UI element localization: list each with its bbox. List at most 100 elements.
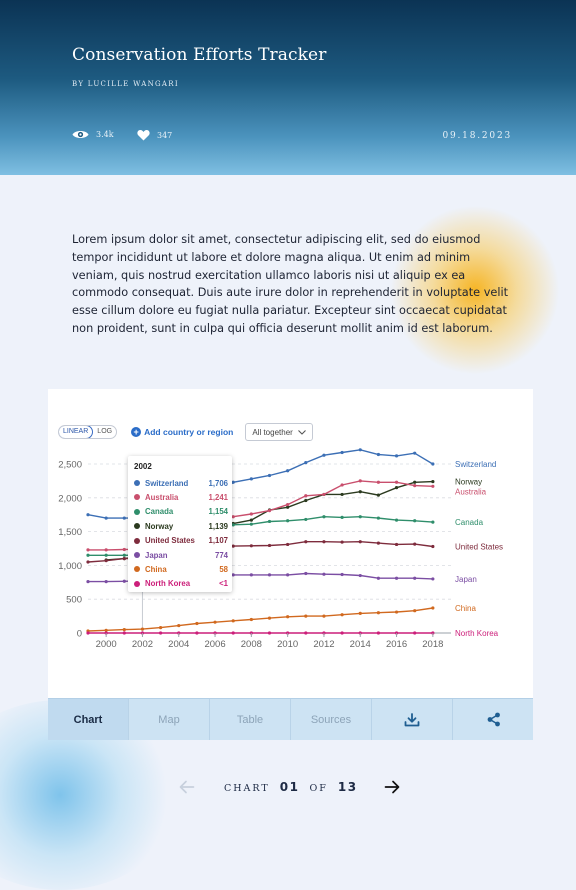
data-point	[286, 542, 290, 547]
data-point	[177, 631, 181, 635]
download-button[interactable]	[372, 699, 453, 740]
y-tick-label: 2,500	[58, 460, 82, 471]
data-point	[322, 572, 326, 576]
data-point	[358, 611, 362, 615]
data-point	[122, 628, 126, 632]
tooltip-row: Switzerland 1,706	[134, 476, 228, 490]
data-point	[140, 627, 145, 631]
series-end-label: Japan	[455, 575, 477, 584]
x-tick-label: 2008	[241, 639, 262, 647]
data-point	[86, 631, 90, 635]
add-country-label: Add country or region	[144, 427, 234, 437]
y-tick-label: 0	[77, 629, 82, 640]
data-point	[286, 505, 290, 509]
data-point	[431, 544, 435, 549]
data-point	[340, 572, 344, 577]
tab-sources[interactable]: Sources	[291, 699, 372, 740]
data-point	[267, 631, 272, 635]
data-point	[122, 557, 126, 561]
data-point	[86, 513, 90, 517]
scale-toggle: LINEAR LOG	[58, 425, 118, 439]
tooltip-row-swatch	[134, 494, 140, 501]
data-point	[376, 541, 380, 545]
arrow-right-icon[interactable]	[383, 778, 401, 796]
data-point	[413, 484, 417, 488]
download-icon	[404, 712, 420, 726]
tooltip-row-swatch	[134, 580, 140, 587]
data-point	[340, 492, 344, 497]
tooltip-row-value: 1,241	[208, 492, 228, 502]
data-point	[267, 473, 272, 478]
data-point	[122, 516, 126, 520]
data-point	[376, 493, 380, 497]
plus-circle-icon: +	[131, 427, 142, 437]
arrow-left-icon[interactable]	[178, 778, 196, 796]
add-country-button[interactable]: + Add country or region	[131, 427, 233, 437]
data-point	[413, 542, 417, 546]
tooltip-row-name: China	[145, 564, 167, 574]
data-point	[304, 631, 308, 635]
data-point	[249, 617, 253, 622]
tab-map[interactable]: Map	[129, 699, 210, 740]
data-point	[249, 522, 253, 526]
share-icon	[487, 712, 500, 727]
tooltip-row: United States 1,107	[134, 534, 228, 548]
data-point	[231, 544, 235, 548]
tooltip-row-value: <1	[219, 579, 228, 589]
data-point	[249, 573, 253, 577]
tooltip-row: China 58	[134, 562, 228, 576]
data-point	[431, 479, 435, 484]
tooltip-row: Canada 1,154	[134, 505, 228, 519]
series-end-label: North Korea	[455, 629, 499, 638]
series-end-label: China	[455, 604, 476, 613]
data-point	[286, 615, 290, 619]
share-button[interactable]	[453, 699, 533, 740]
data-point	[322, 631, 326, 635]
pager-status: CHART 01 OF 13	[224, 780, 358, 794]
data-point	[249, 477, 253, 481]
pager-of-word: OF	[309, 783, 328, 794]
data-point	[249, 518, 253, 522]
likes-stat: 347	[137, 129, 172, 141]
series-end-label: Australia	[455, 488, 487, 497]
tooltip-row-swatch	[134, 566, 140, 573]
data-point	[413, 519, 417, 523]
data-point	[104, 580, 108, 584]
view-mode-value: All together	[252, 427, 293, 437]
data-point	[340, 450, 344, 455]
views-stat: 3.4k	[72, 129, 114, 140]
chart-pager: CHART 01 OF 13	[0, 776, 576, 800]
data-point	[267, 509, 272, 513]
view-mode-select[interactable]: All together	[245, 423, 313, 441]
pager-current: 01	[279, 780, 300, 794]
data-point	[340, 613, 344, 617]
author-byline: BY LUCILLE WANGARI	[72, 80, 179, 88]
data-point	[322, 492, 326, 497]
data-point	[286, 573, 290, 577]
heart-icon[interactable]	[137, 129, 150, 141]
data-point	[431, 577, 435, 581]
series-end-label: Canada	[455, 518, 484, 527]
tab-table[interactable]: Table	[210, 699, 291, 740]
data-point	[394, 610, 399, 614]
linear-scale-button[interactable]: LINEAR	[59, 426, 94, 438]
chart-card: LINEAR LOG + Add country or region All t…	[48, 389, 533, 740]
series-end-label: Norway	[455, 478, 482, 487]
data-point	[231, 523, 235, 527]
data-point	[413, 631, 417, 635]
data-point	[358, 515, 362, 519]
data-point	[286, 469, 290, 473]
data-point	[376, 516, 380, 520]
series-end-label: Switzerland	[455, 460, 496, 469]
data-point	[231, 480, 235, 484]
tooltip-row-swatch	[134, 480, 140, 486]
tooltip-row-name: Japan	[145, 550, 168, 560]
data-point	[267, 573, 272, 577]
tab-chart[interactable]: Chart	[48, 699, 129, 740]
chart-controls: LINEAR LOG + Add country or region All t…	[58, 423, 313, 441]
tooltip-row-name: North Korea	[145, 579, 191, 589]
log-scale-button[interactable]: LOG	[97, 428, 113, 435]
data-point	[304, 517, 308, 522]
data-point	[358, 540, 362, 544]
data-point	[213, 631, 217, 635]
